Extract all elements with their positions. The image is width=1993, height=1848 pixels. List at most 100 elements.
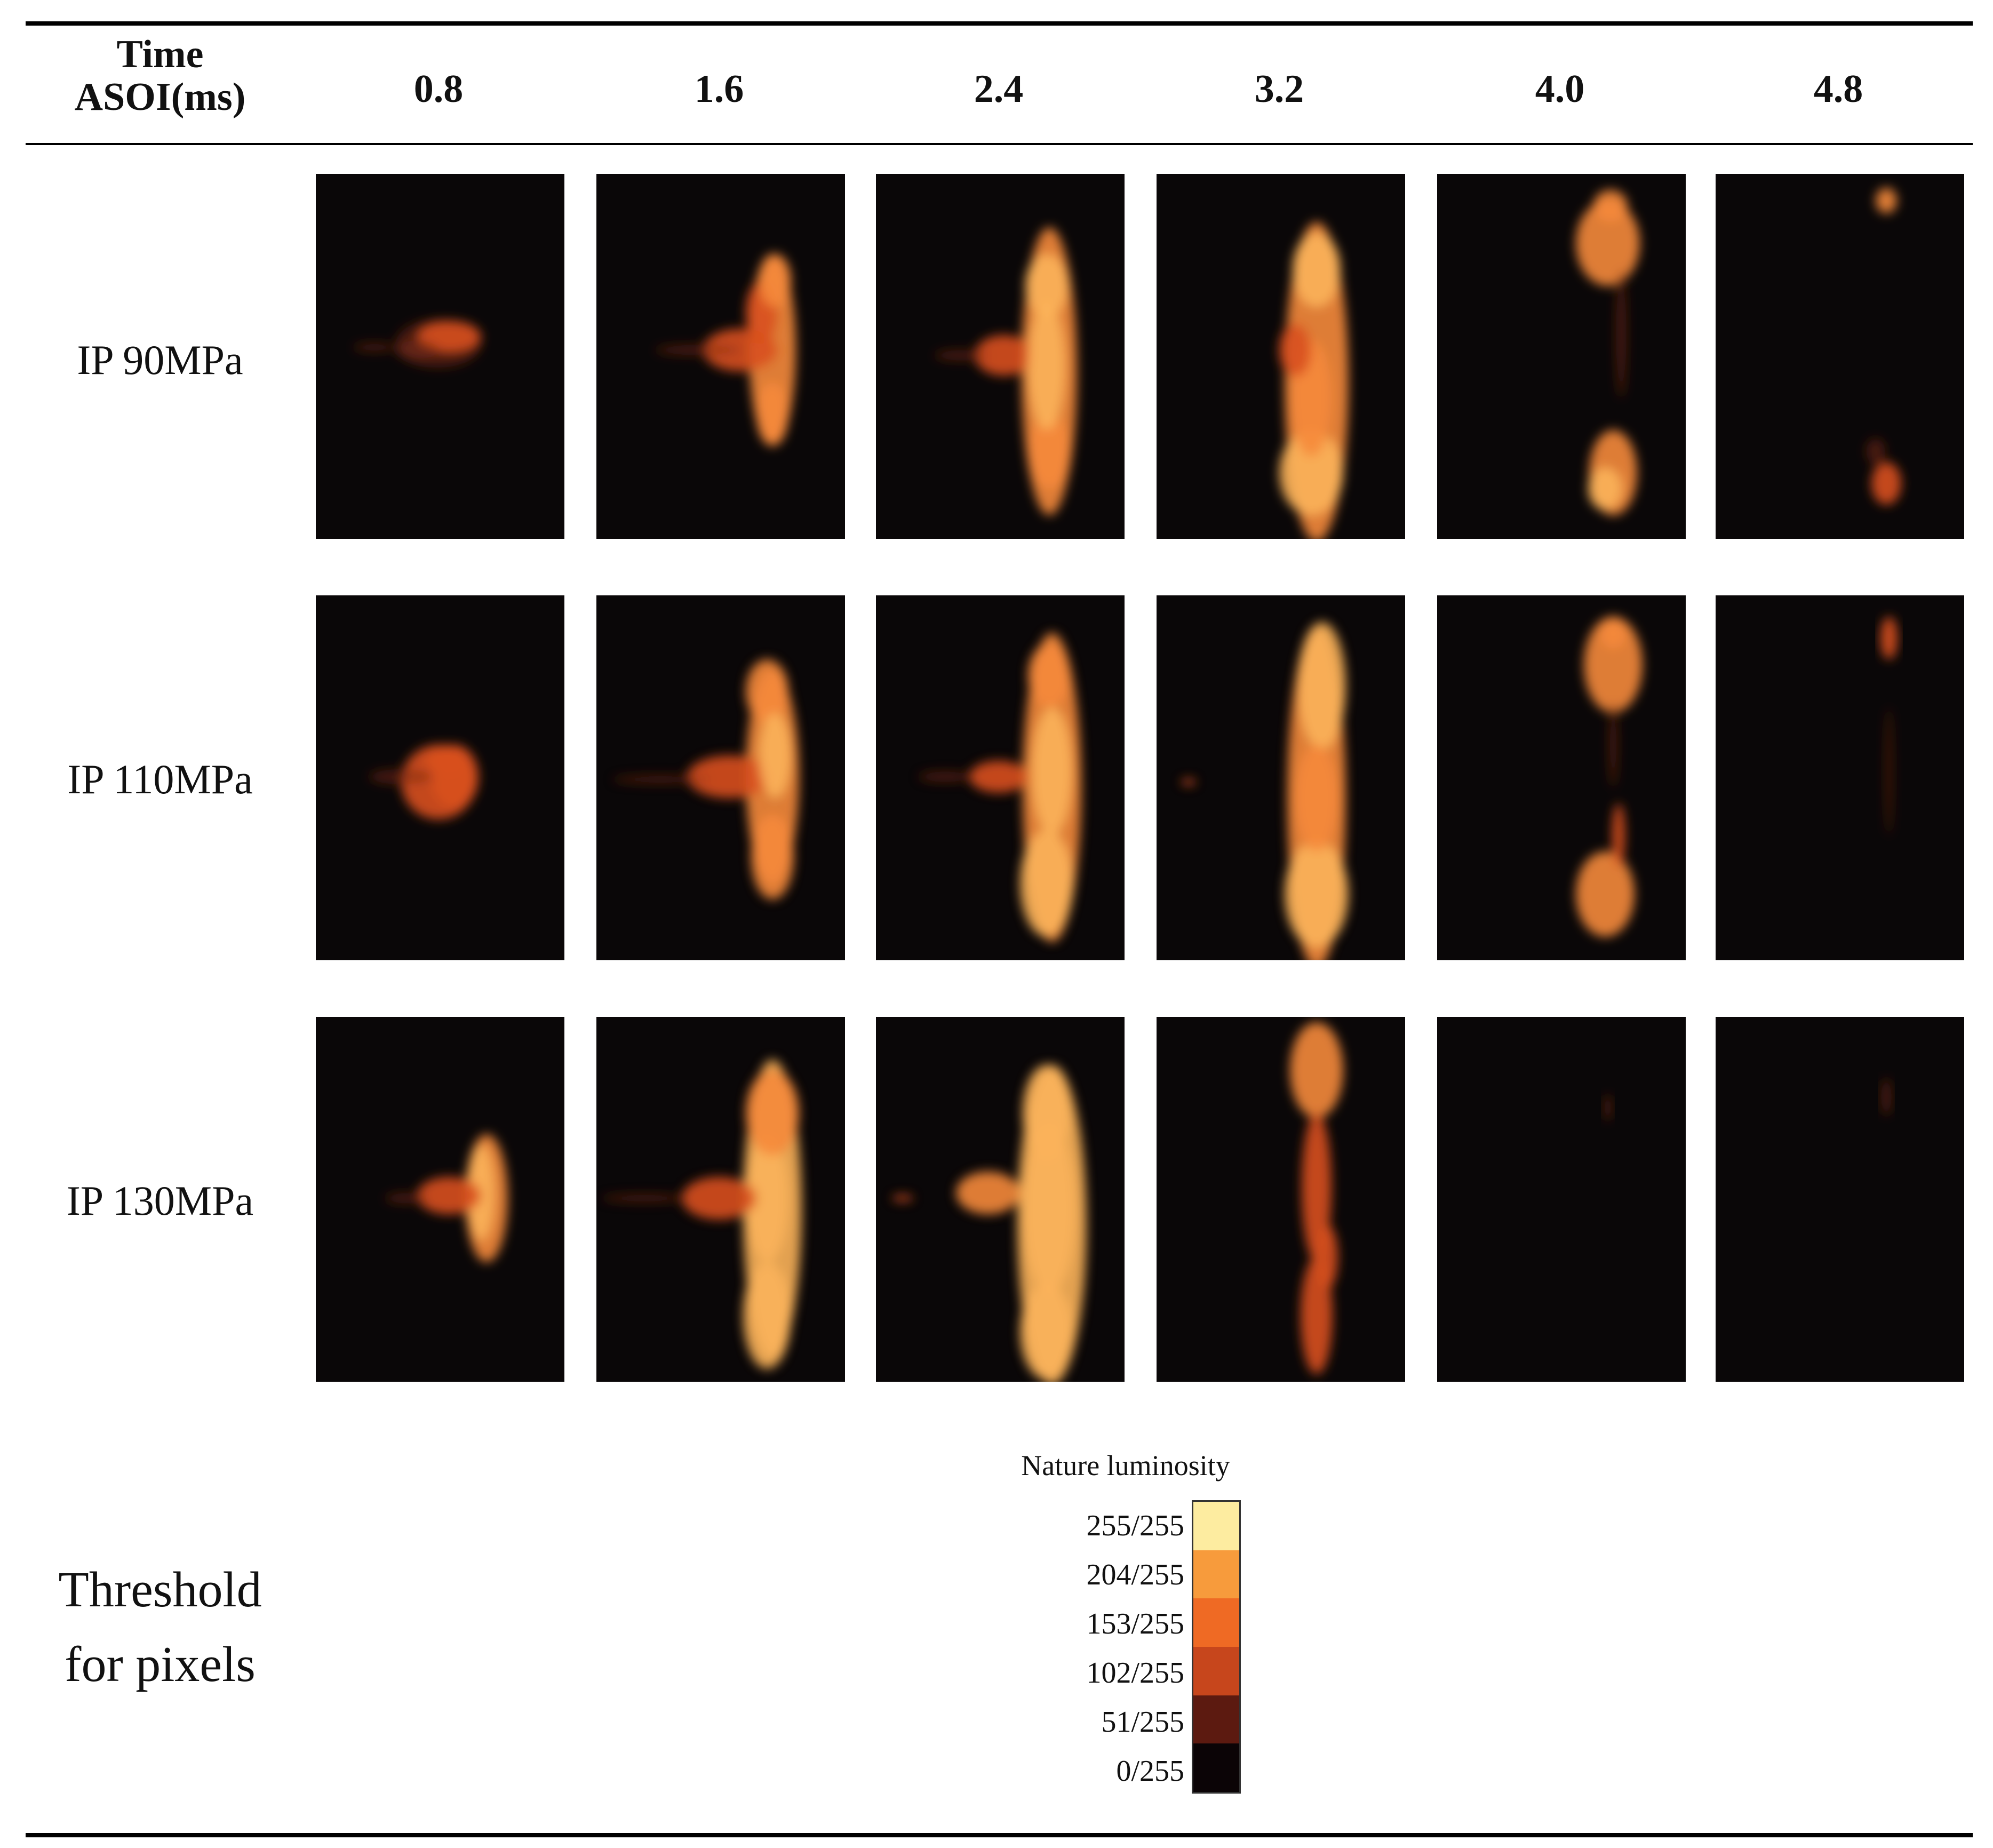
flame-image-graphic bbox=[1181, 622, 1349, 960]
flame-blob bbox=[1609, 702, 1617, 787]
flame-blob bbox=[1020, 830, 1073, 937]
flame-image-r1-c5 bbox=[1437, 174, 1686, 539]
colorbar-tick-label: 0/255 bbox=[1116, 1755, 1184, 1788]
row-label-ip-110mpa: IP 110MPa bbox=[67, 756, 253, 802]
colorbar-tick-label: 204/255 bbox=[1086, 1558, 1184, 1591]
colorbar-tick-label: 153/255 bbox=[1086, 1607, 1184, 1640]
flame-blob bbox=[1279, 323, 1311, 377]
flame-blob bbox=[935, 350, 988, 361]
flame-image-graphic bbox=[612, 659, 799, 899]
flame-blob bbox=[1293, 233, 1341, 307]
header-time-3: 3.2 bbox=[1254, 67, 1304, 111]
flame-blob bbox=[1876, 188, 1897, 213]
colorbar-segment bbox=[1193, 1550, 1239, 1599]
flame-image-graphic bbox=[1880, 617, 1898, 835]
flame-blob bbox=[1604, 1094, 1612, 1121]
flame-blob bbox=[756, 382, 788, 446]
flame-blob bbox=[1023, 1124, 1076, 1294]
flame-blob bbox=[1871, 462, 1901, 505]
flame-image-graphic bbox=[1576, 617, 1643, 937]
header-time-label: Time ASOI(ms) bbox=[32, 33, 288, 118]
flame-blob bbox=[1285, 841, 1349, 947]
flame-image-r3-c4 bbox=[1157, 1017, 1405, 1382]
flame-blob bbox=[1279, 430, 1343, 515]
flame-image-graphic bbox=[919, 633, 1081, 942]
flame-blob bbox=[1302, 1113, 1332, 1262]
colorbar-segment bbox=[1193, 1695, 1239, 1745]
flame-blob bbox=[969, 761, 1028, 793]
colorbar-tick-label: 102/255 bbox=[1086, 1656, 1184, 1690]
flame-image-graphic bbox=[1604, 1094, 1612, 1121]
flame-image-r3-c6 bbox=[1716, 1017, 1964, 1382]
flame-blob bbox=[743, 1262, 791, 1369]
threshold-label-line1: Threshold bbox=[58, 1562, 262, 1618]
flame-image-r1-c4 bbox=[1157, 174, 1405, 539]
flame-blob bbox=[759, 254, 791, 307]
flame-blob bbox=[1612, 803, 1625, 867]
colorbar bbox=[1192, 1500, 1241, 1794]
flame-blob bbox=[612, 775, 708, 784]
flame-blob bbox=[1028, 643, 1071, 707]
flame-blob bbox=[353, 343, 396, 352]
flame-blob bbox=[1886, 707, 1892, 835]
flame-image-r2-c5 bbox=[1437, 595, 1686, 960]
flame-blob bbox=[1576, 851, 1635, 937]
flame-blob bbox=[1181, 779, 1196, 785]
flame-blob bbox=[1028, 302, 1065, 430]
flame-blob bbox=[1290, 1022, 1343, 1118]
flame-image-r3-c2 bbox=[596, 1017, 845, 1382]
flame-image-graphic bbox=[353, 320, 481, 368]
header-time-5: 4.8 bbox=[1813, 67, 1863, 111]
flame-image-graphic bbox=[935, 227, 1077, 515]
colorbar-tick-label: 51/255 bbox=[1101, 1706, 1184, 1739]
flame-blob bbox=[1584, 617, 1643, 713]
flame-blob bbox=[919, 771, 972, 782]
flame-blob bbox=[746, 1070, 799, 1156]
flame-blob bbox=[687, 755, 772, 798]
flame-image-r1-c6 bbox=[1716, 174, 1964, 539]
flame-blob bbox=[1881, 1078, 1892, 1116]
flame-image-r3-c3 bbox=[876, 1017, 1125, 1382]
flame-blob bbox=[369, 769, 433, 784]
table-header-rule bbox=[26, 143, 1973, 145]
flame-image-r1-c1 bbox=[316, 174, 564, 539]
flame-blob bbox=[1032, 707, 1072, 835]
row-label-ip-90mpa: IP 90MPa bbox=[77, 337, 243, 383]
flame-blob bbox=[956, 1172, 1020, 1214]
flame-image-r3-c1 bbox=[316, 1017, 564, 1382]
flame-blob bbox=[1295, 745, 1338, 851]
header-time-label-line2: ASOI(ms) bbox=[74, 75, 246, 119]
flame-blob bbox=[1317, 1225, 1338, 1289]
flame-image-r3-c5 bbox=[1437, 1017, 1686, 1382]
header-time-1: 1.6 bbox=[694, 67, 744, 111]
flame-blob bbox=[975, 335, 1033, 376]
header-time-4: 4.0 bbox=[1535, 67, 1585, 111]
flame-blob bbox=[1593, 190, 1628, 222]
flame-image-r2-c6 bbox=[1716, 595, 1964, 960]
table-bottom-rule bbox=[26, 1833, 1973, 1837]
flame-blob bbox=[746, 1134, 788, 1262]
flame-blob bbox=[1616, 270, 1627, 398]
flame-blob bbox=[1866, 439, 1885, 464]
flame-blob bbox=[468, 1145, 495, 1241]
flame-image-graphic bbox=[1576, 190, 1640, 515]
flame-image-r2-c3 bbox=[876, 595, 1125, 960]
flame-image-r1-c3 bbox=[876, 174, 1125, 539]
flame-blob bbox=[746, 659, 788, 723]
flame-blob bbox=[1880, 617, 1898, 659]
flame-image-graphic bbox=[385, 1134, 508, 1262]
header-time-2: 2.4 bbox=[974, 67, 1024, 111]
colorbar-segment bbox=[1193, 1502, 1239, 1551]
flame-image-graphic bbox=[1881, 1078, 1892, 1116]
flame-image-graphic bbox=[655, 254, 796, 446]
flame-image-graphic bbox=[1279, 222, 1349, 539]
flame-blob bbox=[1576, 201, 1640, 286]
flame-image-r2-c4 bbox=[1157, 595, 1405, 960]
flame-blob bbox=[385, 1193, 428, 1204]
flame-blob bbox=[602, 1194, 687, 1202]
threshold-label-line2: for pixels bbox=[65, 1637, 256, 1692]
colorbar-tick-label: 255/255 bbox=[1086, 1509, 1184, 1542]
colorbar-segment bbox=[1193, 1647, 1239, 1696]
flame-blob bbox=[759, 713, 791, 798]
flame-blob bbox=[1600, 617, 1627, 649]
